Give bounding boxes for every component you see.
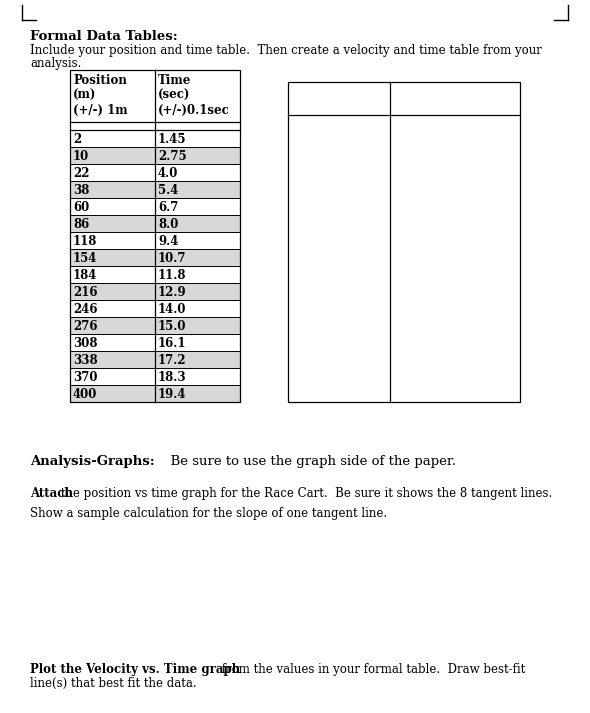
Text: Analysis-Graphs:: Analysis-Graphs:	[30, 455, 155, 468]
Text: 308: 308	[73, 337, 97, 350]
Text: 246: 246	[73, 303, 97, 316]
Text: Plot the Velocity vs. Time graph: Plot the Velocity vs. Time graph	[30, 663, 240, 676]
Text: 6.7: 6.7	[158, 201, 178, 214]
Text: (+/-)0.1sec: (+/-)0.1sec	[158, 104, 230, 117]
Text: 4.0: 4.0	[158, 167, 178, 180]
Bar	[70, 215, 240, 232]
Bar	[70, 148, 240, 163]
Text: 11.8: 11.8	[158, 269, 186, 282]
Text: 60: 60	[73, 201, 89, 214]
Text: (m): (m)	[73, 89, 96, 102]
Bar	[70, 386, 240, 401]
Text: (sec): (sec)	[158, 89, 191, 102]
Text: 216: 216	[73, 286, 97, 299]
Text: 38: 38	[73, 184, 89, 197]
Text: 370: 370	[73, 371, 97, 384]
Text: Be sure to use the graph side of the paper.: Be sure to use the graph side of the pap…	[162, 455, 456, 468]
Text: 86: 86	[73, 218, 89, 231]
Text: 16.1: 16.1	[158, 337, 186, 350]
Text: 10.7: 10.7	[158, 252, 186, 265]
Text: 19.4: 19.4	[158, 388, 186, 401]
Bar	[70, 182, 240, 198]
Text: the position vs time graph for the Race Cart.  Be sure it shows the 8 tangent li: the position vs time graph for the Race …	[57, 487, 552, 500]
Text: 17.2: 17.2	[158, 354, 186, 367]
Text: from the values in your formal table.  Draw best-fit: from the values in your formal table. Dr…	[218, 663, 525, 676]
Text: 12.9: 12.9	[158, 286, 186, 299]
Text: 14.0: 14.0	[158, 303, 186, 316]
Text: Position: Position	[73, 74, 127, 87]
Bar	[70, 250, 240, 265]
Text: 5.4: 5.4	[158, 184, 178, 197]
Text: 2: 2	[73, 133, 81, 146]
Text: Include your position and time table.  Then create a velocity and time table fro: Include your position and time table. Th…	[30, 44, 542, 57]
Text: 2.75: 2.75	[158, 150, 186, 163]
Bar	[70, 70, 240, 402]
Bar	[70, 352, 240, 367]
Text: 9.4: 9.4	[158, 235, 178, 248]
Bar	[70, 317, 240, 334]
Text: 184: 184	[73, 269, 97, 282]
Text: 400: 400	[73, 388, 97, 401]
Text: 276: 276	[73, 320, 97, 333]
Text: 22: 22	[73, 167, 90, 180]
Text: Formal Data Tables:: Formal Data Tables:	[30, 30, 178, 43]
Text: line(s) that best fit the data.: line(s) that best fit the data.	[30, 677, 196, 690]
Text: 338: 338	[73, 354, 97, 367]
Bar	[288, 82, 520, 402]
Text: analysis.: analysis.	[30, 57, 81, 70]
Text: 1.45: 1.45	[158, 133, 186, 146]
Text: 8.0: 8.0	[158, 218, 178, 231]
Text: Show a sample calculation for the slope of one tangent line.: Show a sample calculation for the slope …	[30, 507, 387, 520]
Text: (+/-) 1m: (+/-) 1m	[73, 104, 127, 117]
Text: 18.3: 18.3	[158, 371, 186, 384]
Text: 154: 154	[73, 252, 97, 265]
Text: Time: Time	[158, 74, 191, 87]
Text: 15.0: 15.0	[158, 320, 186, 333]
Text: 118: 118	[73, 235, 97, 248]
Text: 10: 10	[73, 150, 89, 163]
Bar	[70, 284, 240, 299]
Text: Attach: Attach	[30, 487, 73, 500]
